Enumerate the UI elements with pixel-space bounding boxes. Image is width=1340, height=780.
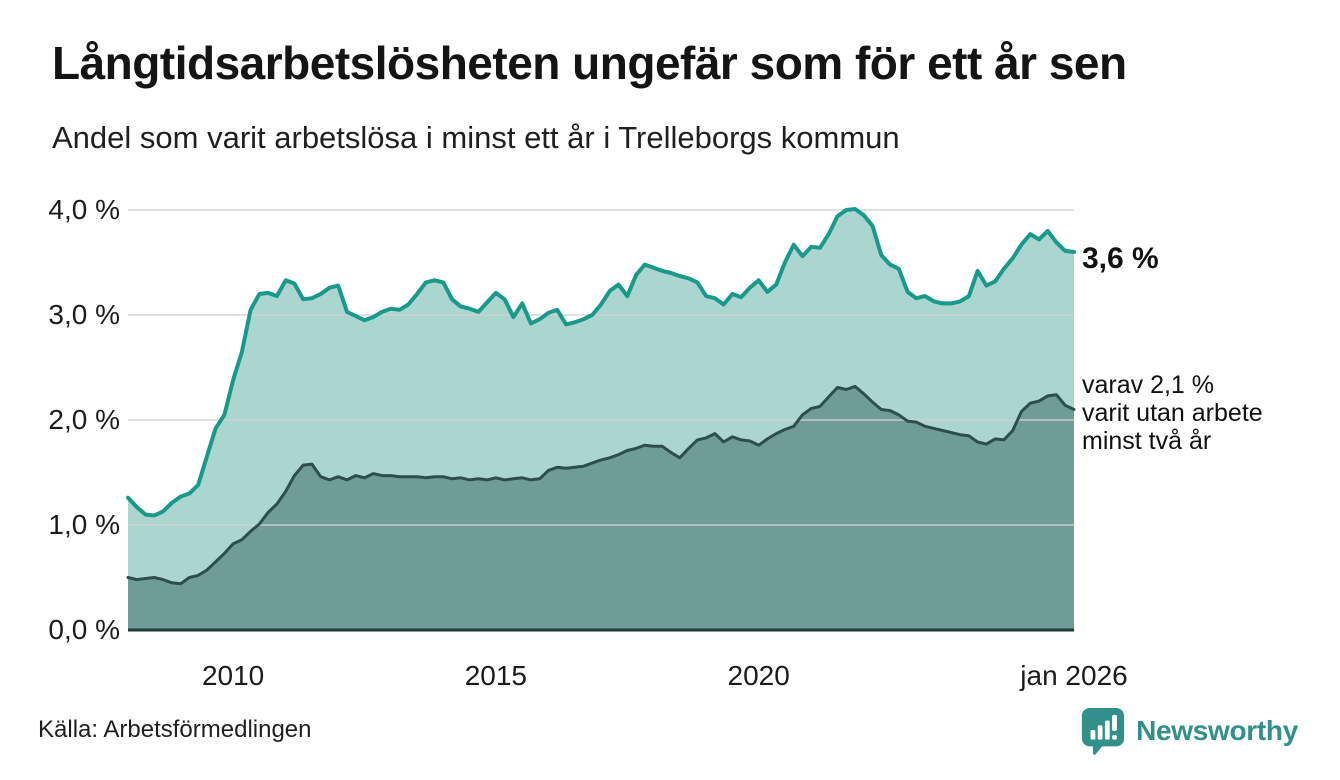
newsworthy-speech-bubble-bar-chart-icon: [1081, 708, 1125, 755]
y-tick-label-2: 2,0 %: [48, 404, 120, 435]
y-tick-label-1: 1,0 %: [48, 509, 120, 540]
newsworthy-logo: Newsworthy: [1080, 706, 1298, 756]
area-minst-tva-ar: [128, 386, 1074, 630]
line-minst-ett-ar: [126, 207, 1076, 518]
y-tick-label-3: 3,0 %: [48, 299, 120, 330]
x-tick-label-2015: 2015: [464, 660, 528, 691]
y-tick-label-0: 0,0 %: [48, 614, 120, 645]
x-tick-label-2026: jan 2026: [1020, 660, 1128, 691]
annotation-secondary-line2: varit utan arbete: [1082, 399, 1263, 427]
x-tick-label-2010: 2010: [201, 660, 265, 691]
newsworthy-wordmark: Newsworthy: [1136, 715, 1298, 746]
annotation-secondary-series: varav 2,1 % varit utan arbete minst två …: [1082, 371, 1263, 455]
y-tick-label-4: 4,0 %: [48, 194, 120, 225]
annotation-secondary-line3: minst två år: [1082, 427, 1212, 455]
source-text: Källa: Arbetsförmedlingen: [38, 716, 312, 743]
annotation-latest-value: 3,6 %: [1082, 242, 1159, 275]
x-tick-label-2020: 2020: [727, 660, 790, 691]
page-title: Långtidsarbetslösheten ungefär som för e…: [52, 37, 1127, 89]
page-subtitle: Andel som varit arbetslösa i minst ett å…: [52, 120, 900, 155]
annotation-secondary-line1: varav 2,1 %: [1082, 371, 1215, 399]
line-minst-tva-ar: [126, 384, 1076, 586]
